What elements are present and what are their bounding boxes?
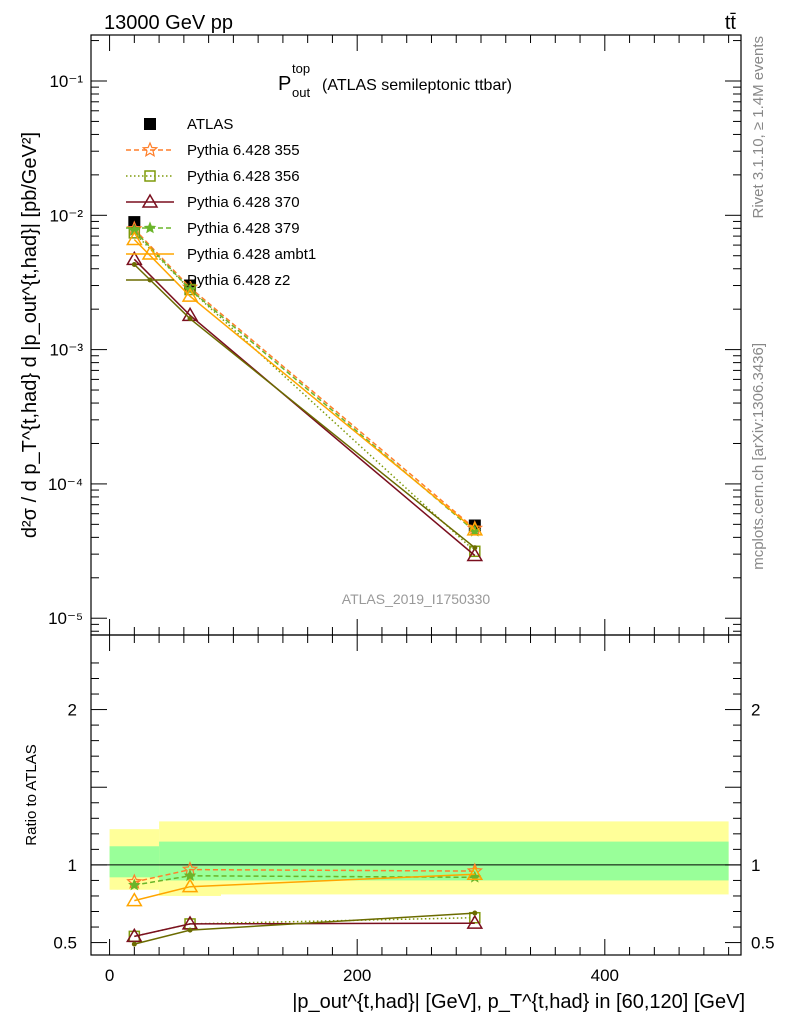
ratio-point [466, 914, 484, 929]
ratio-panel-frame [90, 634, 742, 956]
main-y-axis-label: d²σ / d p_T^{t,had} d |p_out^{t,had}| [p… [19, 132, 41, 538]
legend: ATLAS Pythia 6.428 355 Pythia 6.428 356 Pyt… [126, 116, 316, 289]
mcplots-label: mcplots.cern.ch [arXiv:1306.3436] [750, 343, 767, 570]
main-point [472, 545, 478, 551]
x-axis-label: |p_out^{t,had}| [GeV], p_T^{t,had} in [6… [292, 991, 745, 1013]
main-series-line [133, 232, 476, 552]
main-y-tick-label: 10⁻⁵ [48, 609, 83, 628]
ratio-point [131, 941, 137, 947]
legend-label: Pythia 6.428 370 [187, 194, 300, 211]
legend-label: Pythia 6.428 356 [187, 168, 300, 185]
ratio-point [472, 910, 478, 916]
main-y-axis-label-text: d²σ / d p_T^{t,had} d |p_out^{t,had}| [p… [19, 132, 41, 538]
legend-entry: Pythia 6.428 z2 [126, 272, 290, 289]
legend-marker [141, 245, 159, 260]
title-description: (ATLAS semileptonic ttbar) [322, 77, 512, 94]
title-subscript: out [292, 85, 310, 100]
main-series-line [133, 258, 476, 557]
ratio-y-axis-label: Ratio to ATLAS [23, 744, 40, 845]
main-series-6 [131, 262, 478, 551]
main-y-tick-label: 10⁻³ [49, 341, 83, 360]
legend-entry: Pythia 6.428 379 [126, 220, 300, 237]
main-point [466, 521, 484, 536]
legend-entry: Pythia 6.428 355 [126, 141, 300, 159]
ratio-series-5 [131, 910, 478, 947]
main-title: P top out (ATLAS semileptonic ttbar) [278, 61, 512, 100]
legend-label: Pythia 6.428 355 [187, 142, 300, 159]
x-tick-label: 400 [591, 966, 619, 985]
main-point [181, 287, 199, 302]
panel-frames [90, 34, 742, 956]
ratio-y-tick-label-right: 2 [751, 701, 760, 720]
analysis-watermark: ATLAS_2019_I1750330 [342, 591, 491, 607]
energy-label: 13000 GeV pp [104, 12, 233, 34]
ratio-point [128, 878, 141, 891]
title-superscript: top [292, 61, 310, 76]
legend-marker [141, 141, 159, 157]
x-tick-label: 200 [343, 966, 371, 985]
legend-marker [147, 277, 153, 283]
legend-label: Pythia 6.428 379 [187, 220, 300, 237]
legend-marker [144, 170, 156, 182]
main-point [187, 316, 193, 322]
ratio-series-layer [126, 861, 484, 947]
legend-entry: ATLAS [144, 116, 233, 133]
ratio-uncertainty-bands [109, 821, 729, 896]
ratio-point [126, 927, 143, 943]
legend-entry: Pythia 6.428 356 [126, 168, 300, 185]
ratio-series-line [134, 873, 475, 902]
legend-label: ATLAS [187, 116, 233, 133]
legend-marker [143, 221, 157, 234]
ratio-point [187, 927, 193, 933]
legend-label: Pythia 6.428 z2 [187, 272, 290, 289]
axis-ticks: 10⁻⁵ 10⁻⁴ 10⁻³ 10⁻² 10⁻¹ 0.5 0.5 1 1 2 2 0 200 400 [48, 35, 775, 985]
legend-marker [141, 193, 159, 208]
ratio-y-tick-label-right: 0.5 [751, 934, 775, 953]
process-label: tt̄ [725, 12, 737, 34]
ratio-point [181, 878, 199, 893]
main-y-tick-label: 10⁻² [49, 206, 83, 225]
legend-label: Pythia 6.428 ambt1 [187, 246, 316, 263]
ratio-y-tick-label-right: 1 [751, 856, 760, 875]
main-series-layer [126, 216, 484, 562]
title-symbol: P [278, 73, 291, 95]
main-point [466, 547, 484, 562]
legend-entry: Pythia 6.428 370 [126, 193, 300, 211]
ratio-y-tick-label: 2 [68, 701, 77, 720]
legend-marker [144, 118, 156, 130]
ratio-series-line [134, 922, 475, 938]
rivet-label: Rivet 3.1.10, ≥ 1.4M events [750, 36, 767, 219]
main-point [131, 262, 137, 268]
main-point [126, 231, 143, 246]
ratio-point [126, 892, 143, 907]
ratio-point [466, 865, 484, 880]
ratio-point [183, 869, 197, 882]
ratio-y-tick-label: 1 [68, 856, 77, 875]
band-inner-segment [109, 846, 160, 878]
legend-entry: Pythia 6.428 ambt1 [126, 245, 316, 263]
x-tick-label: 0 [105, 966, 114, 985]
main-y-tick-label: 10⁻⁴ [48, 475, 83, 494]
main-y-tick-label: 10⁻¹ [49, 72, 83, 91]
ratio-series-4 [126, 865, 484, 907]
ratio-y-tick-label: 0.5 [53, 934, 77, 953]
